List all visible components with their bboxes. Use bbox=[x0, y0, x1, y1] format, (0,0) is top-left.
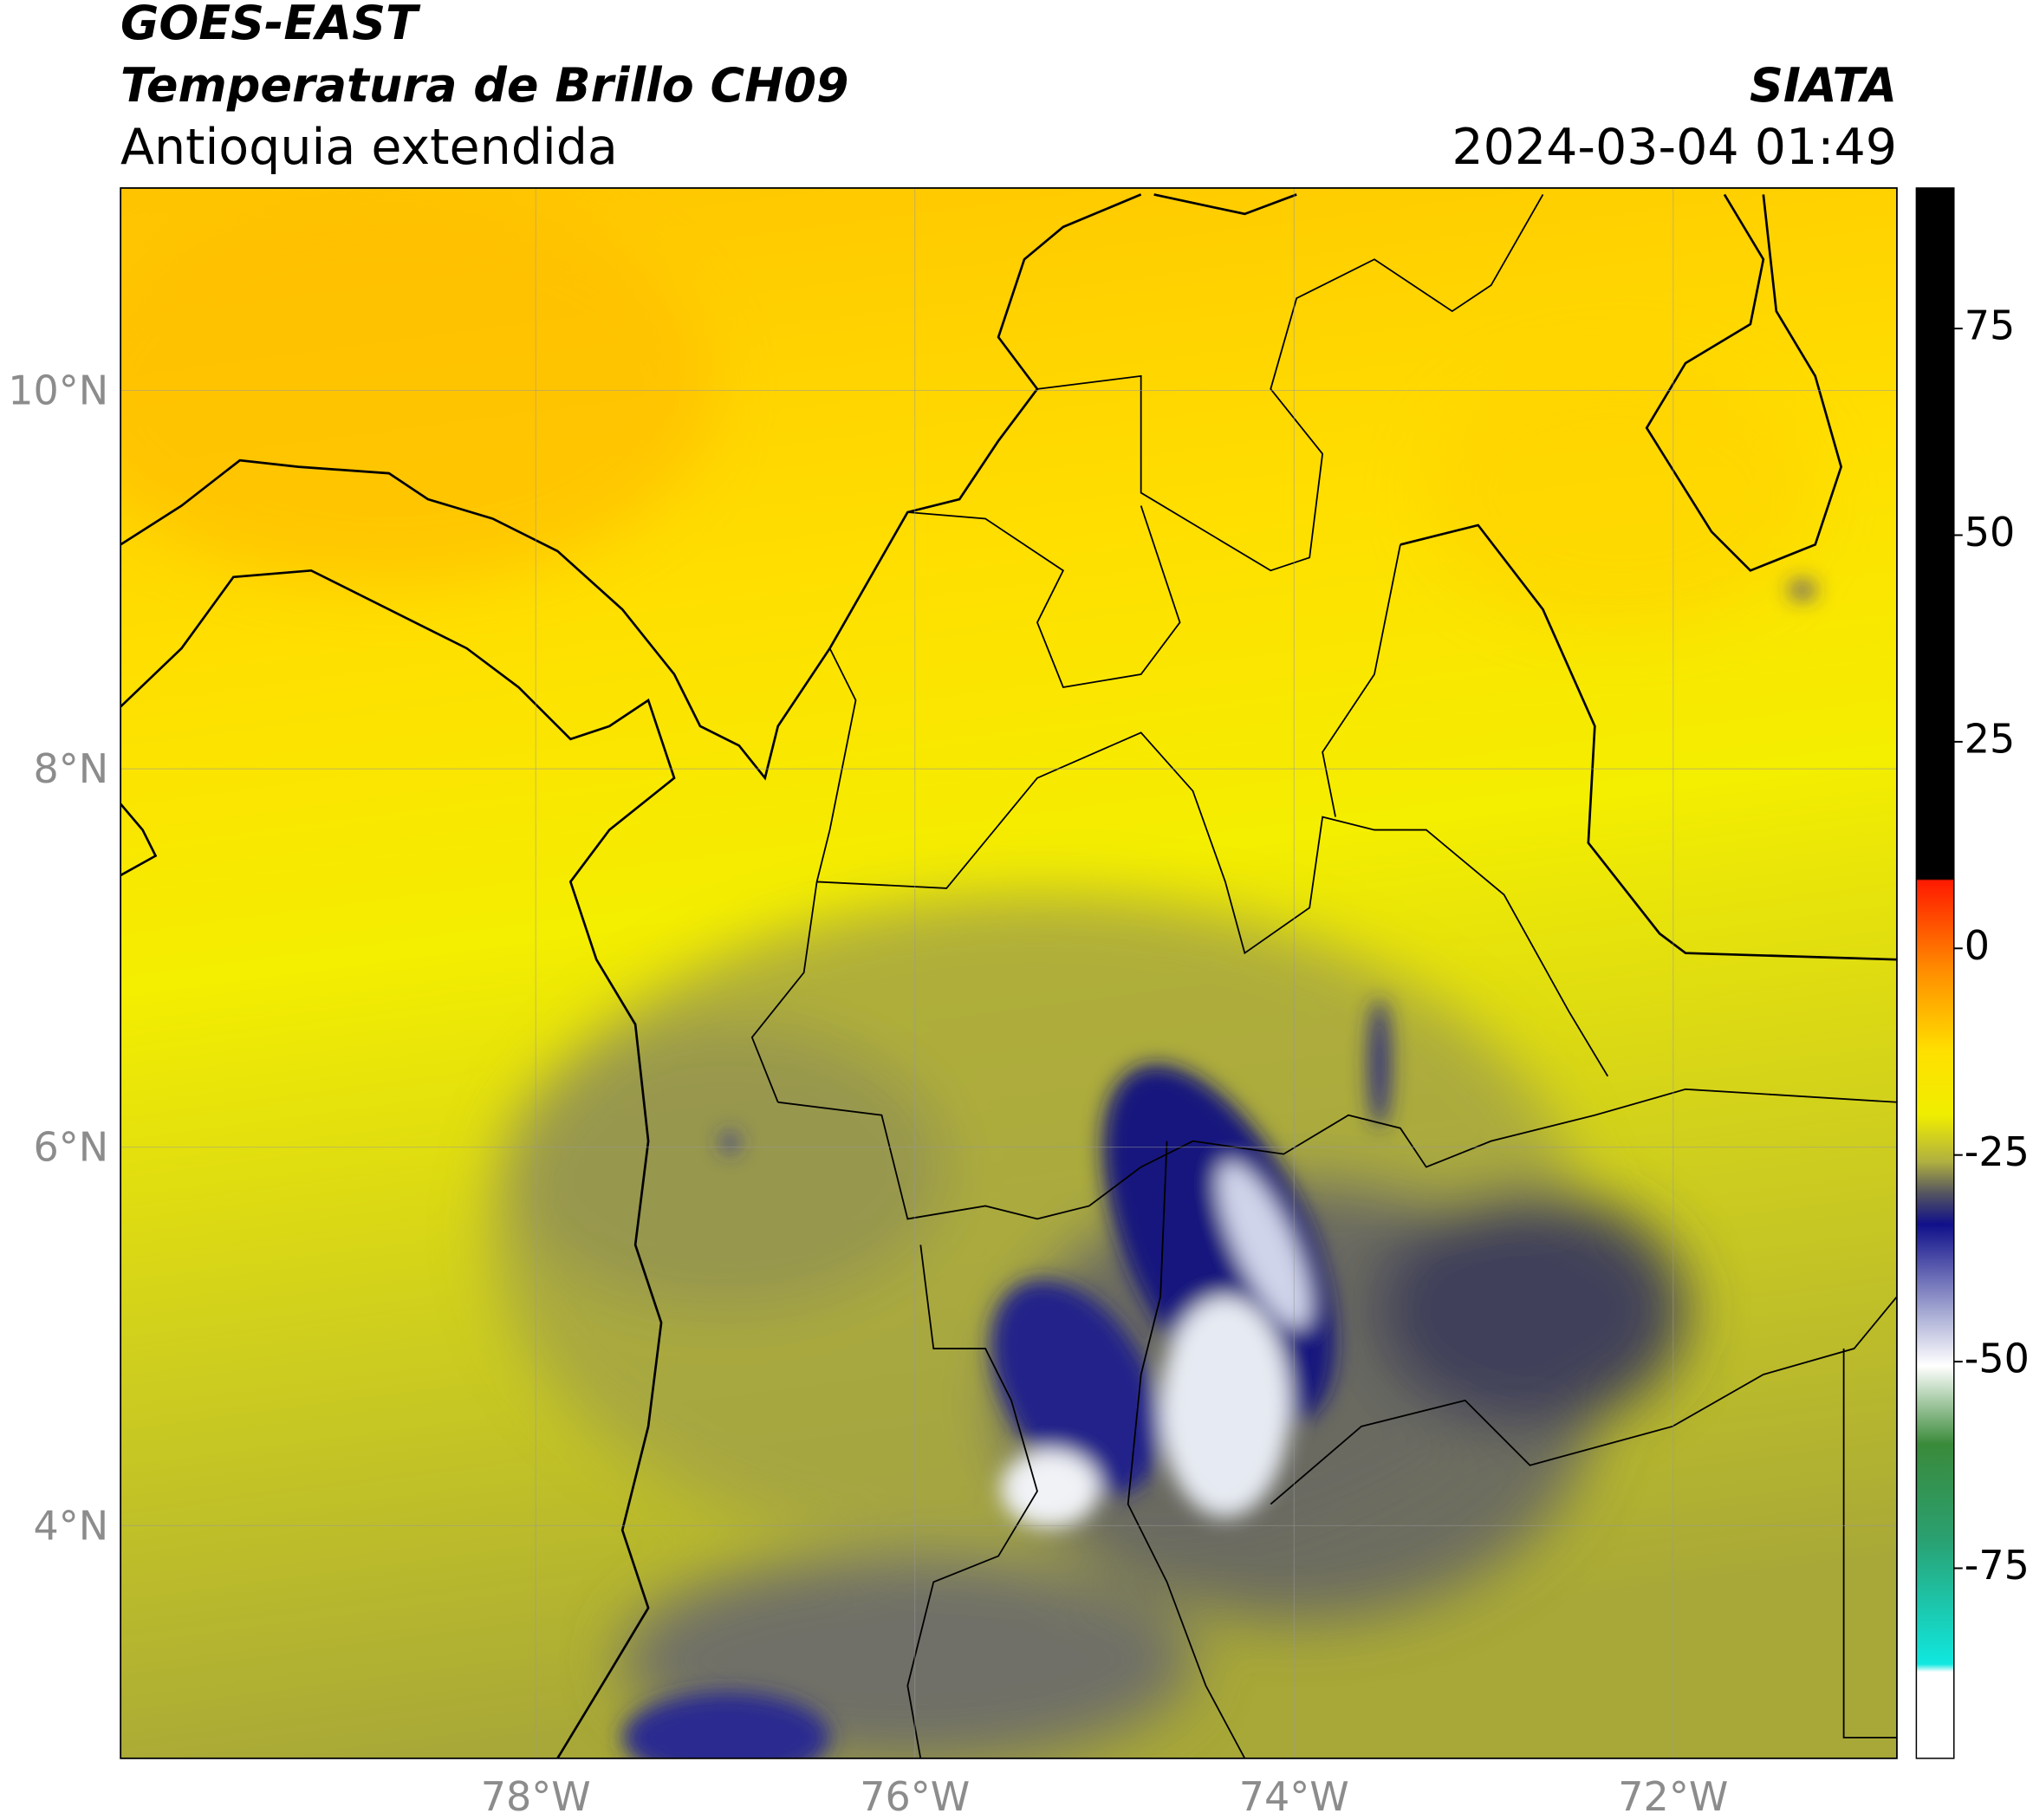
datetime: 2024-03-04 01:49 bbox=[1452, 119, 1897, 176]
y-tick-label: 6°N bbox=[33, 1124, 108, 1171]
region: Antioquia extendida bbox=[120, 119, 618, 176]
gridlines bbox=[120, 187, 1897, 1758]
colorbar-tick-label: 25 bbox=[1965, 715, 2016, 762]
y-tick-label: 8°N bbox=[33, 745, 108, 792]
y-tick-label: 4°N bbox=[33, 1502, 108, 1549]
coastlines bbox=[120, 193, 1897, 1758]
x-tick-label: 78°W bbox=[481, 1773, 591, 1820]
colorbar-tick-label: 75 bbox=[1965, 302, 2016, 349]
y-tick-label: 10°N bbox=[8, 367, 108, 414]
colorbar bbox=[1915, 187, 1955, 1759]
title: GOES-EAST bbox=[120, 0, 421, 50]
colorbar-tick-label: -50 bbox=[1965, 1336, 2030, 1382]
convection bbox=[622, 582, 1815, 1758]
colorbar-tick-label: 0 bbox=[1965, 922, 1990, 969]
x-tick-label: 74°W bbox=[1239, 1773, 1349, 1820]
map-frame bbox=[120, 187, 1898, 1759]
agency: SIATA bbox=[1750, 58, 1897, 113]
colorbar-tick-label: 50 bbox=[1965, 509, 2016, 556]
colorbar-tick-label: -25 bbox=[1965, 1128, 2030, 1175]
borders bbox=[750, 193, 1897, 1758]
colorbar-tick-label: -75 bbox=[1965, 1542, 2030, 1589]
x-tick-label: 72°W bbox=[1618, 1773, 1728, 1820]
map bbox=[120, 187, 1955, 1759]
subtitle: Temperatura de Brillo CH09 bbox=[120, 58, 849, 113]
x-tick-label: 76°W bbox=[860, 1773, 970, 1820]
